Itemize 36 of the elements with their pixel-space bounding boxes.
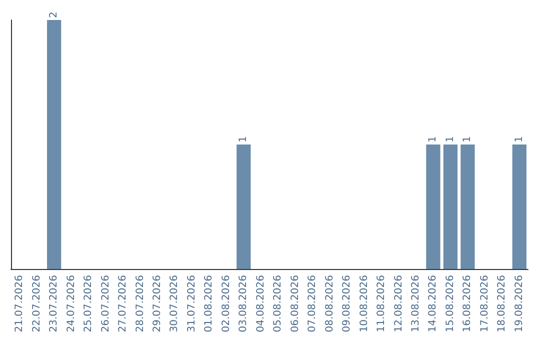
x-tick-label: 26.07.2026 bbox=[100, 275, 112, 332]
x-tick-label: 10.08.2026 bbox=[358, 275, 370, 332]
data-label: 1 bbox=[462, 136, 474, 142]
x-tick-label: 02.08.2026 bbox=[220, 275, 232, 332]
x-tick-label: 13.08.2026 bbox=[410, 275, 422, 332]
x-tick-label: 14.08.2026 bbox=[428, 275, 439, 332]
x-tick-label: 11.08.2026 bbox=[376, 275, 388, 332]
x-tick-label: 16.08.2026 bbox=[462, 275, 474, 332]
x-tick-label: 08.08.2026 bbox=[324, 275, 336, 332]
x-tick-label: 30.07.2026 bbox=[169, 275, 180, 332]
x-tick-label: 19.08.2026 bbox=[514, 275, 525, 332]
x-tick-label: 07.08.2026 bbox=[307, 275, 318, 332]
x-tick-label: 21.07.2026 bbox=[14, 275, 26, 332]
data-label: 1 bbox=[238, 136, 250, 142]
data-label: 1 bbox=[428, 136, 439, 142]
x-tick-label: 17.08.2026 bbox=[479, 275, 490, 332]
x-tick-label: 28.07.2026 bbox=[134, 275, 146, 332]
data-label: 2 bbox=[48, 12, 60, 18]
x-tick-label: 03.08.2026 bbox=[238, 275, 250, 332]
x-tick-label: 23.07.2026 bbox=[48, 275, 60, 332]
x-tick-label: 31.07.2026 bbox=[186, 275, 198, 332]
x-tick-label: 15.08.2026 bbox=[444, 275, 456, 332]
x-tick-label: 29.07.2026 bbox=[152, 275, 163, 332]
x-tick-label: 22.07.2026 bbox=[31, 275, 42, 332]
data-label: 1 bbox=[444, 136, 456, 142]
data-label: 1 bbox=[514, 136, 525, 142]
x-tick-label: 25.07.2026 bbox=[83, 275, 94, 332]
x-tick-label: 18.08.2026 bbox=[496, 275, 508, 332]
x-tick-label: 09.08.2026 bbox=[342, 275, 353, 332]
x-tick-label: 24.07.2026 bbox=[66, 275, 77, 332]
x-tick-label: 06.08.2026 bbox=[290, 275, 301, 332]
x-tick-label: 12.08.2026 bbox=[393, 275, 404, 332]
x-tick-label: 01.08.2026 bbox=[204, 275, 215, 332]
x-tick-label: 27.07.2026 bbox=[118, 275, 129, 332]
x-tick-label: 04.08.2026 bbox=[255, 275, 266, 332]
x-tick-label: 05.08.2026 bbox=[272, 275, 284, 332]
